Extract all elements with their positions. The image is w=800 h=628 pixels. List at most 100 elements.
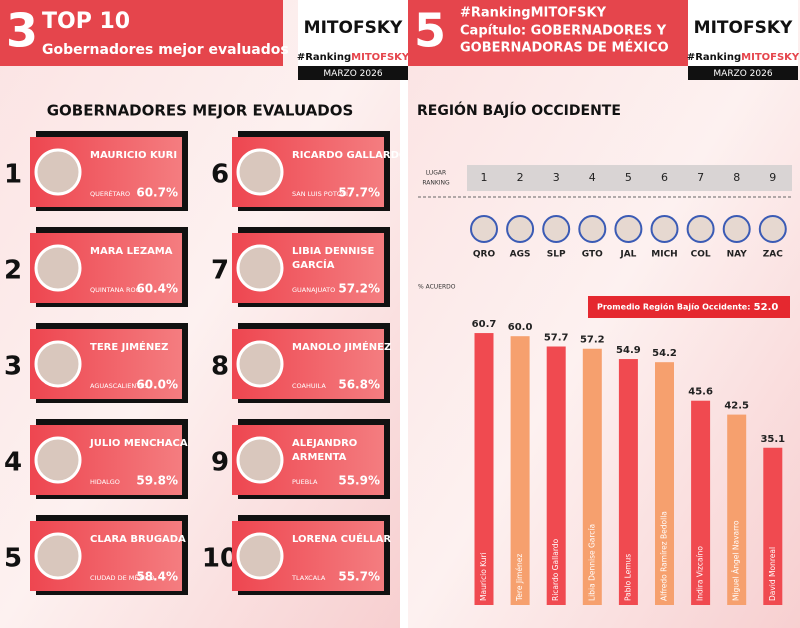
header-line: Capítulo: GOBERNADORES Y xyxy=(460,24,667,39)
bar-category: Indira Vizcaíno xyxy=(696,546,705,601)
bar xyxy=(727,414,747,605)
bar-category: Libia Dennise García xyxy=(587,524,596,601)
photo xyxy=(542,215,571,243)
bar-category: Mauricio Kuri xyxy=(479,552,488,601)
governor-name: LORENA CUÉLLAR xyxy=(292,532,391,545)
logo-name: MITOFSKY xyxy=(694,18,793,38)
governor-name: CLARA BRUGADA xyxy=(90,534,186,545)
governor-score: 60.7% xyxy=(136,186,178,200)
section-heading: GOBERNADORES MEJOR EVALUADOS xyxy=(47,102,354,120)
photo xyxy=(34,532,82,580)
photo xyxy=(236,532,284,580)
value-label: 45.6 xyxy=(688,387,713,398)
hashtag-brand: MITOFSKY xyxy=(741,52,800,63)
bar xyxy=(618,359,638,605)
value-label: 57.2 xyxy=(580,335,605,346)
governor-name: ALEJANDRO xyxy=(292,438,357,449)
header-subtitle: Gobernadores mejor evaluados xyxy=(42,42,289,58)
governor-score: 55.7% xyxy=(338,570,380,584)
governor-name: MANOLO JIMÉNEZ xyxy=(292,340,391,353)
average-label: Promedio Región Bajío Occidente: xyxy=(597,302,750,312)
governor-name: TERE JIMÉNEZ xyxy=(90,340,168,353)
rank: 5 xyxy=(625,171,632,184)
photo xyxy=(758,215,787,243)
photo xyxy=(470,215,498,243)
governor-score: 60.0% xyxy=(136,378,178,392)
header-hashtag: #RankingMITOFSKY xyxy=(460,6,607,21)
rank-number: 1 xyxy=(4,160,22,190)
bar xyxy=(546,346,566,605)
photo xyxy=(34,340,82,388)
governor-score: 55.9% xyxy=(338,474,380,488)
state-code: ZAC xyxy=(763,250,783,260)
rank-number: 6 xyxy=(211,160,229,190)
bar-category: Pablo Lemus xyxy=(623,554,632,601)
rank: 1 xyxy=(481,171,488,184)
governor-state: AGUASCALIENTES xyxy=(90,382,148,390)
bar-category: David Monreal xyxy=(768,547,777,601)
rank: 4 xyxy=(589,171,596,184)
divider xyxy=(400,0,408,628)
header-band xyxy=(408,0,688,66)
state-code: MICH xyxy=(651,250,677,260)
photo xyxy=(578,215,607,243)
state-code: SLP xyxy=(547,250,566,260)
state-code: NAY xyxy=(727,250,748,260)
governor-name: GARCÍA xyxy=(292,258,335,271)
photo xyxy=(614,215,643,243)
rank-label: LUGAR xyxy=(426,170,446,177)
governor-state: COAHUILA xyxy=(292,382,326,390)
bar-category: Alfredo Ramírez Bedolla xyxy=(660,511,669,601)
governor-name: RICARDO GALLARDO xyxy=(292,150,407,161)
governor-score: 58.4% xyxy=(136,570,178,584)
rank: 8 xyxy=(733,171,740,184)
rank-number: 8 xyxy=(211,352,229,382)
rank-number: 7 xyxy=(211,256,229,286)
rank: 9 xyxy=(769,171,776,184)
header-number: 5 xyxy=(414,4,446,58)
logo-date-bar xyxy=(298,66,408,80)
ranking-band xyxy=(467,165,792,191)
photo xyxy=(650,215,679,243)
governor-state: CIUDAD DE MÉXICO xyxy=(90,573,155,582)
state-code: AGS xyxy=(510,250,531,260)
rank: 2 xyxy=(517,171,524,184)
governor-state: SAN LUIS POTOSÍ xyxy=(292,189,348,198)
bar-category: Tere Jiménez xyxy=(515,554,524,602)
logo-date-bar xyxy=(688,66,798,80)
governor-name: LIBIA DENNISE xyxy=(292,246,374,257)
photo xyxy=(236,244,284,292)
rank-number: 2 xyxy=(4,256,22,286)
state-code: COL xyxy=(691,250,711,260)
photo xyxy=(686,215,715,243)
photo xyxy=(236,340,284,388)
governor-state: GUANAJUATO xyxy=(292,286,335,294)
rank-number: 3 xyxy=(4,352,22,382)
rank: 3 xyxy=(553,171,560,184)
value-label: 60.7 xyxy=(472,319,497,330)
section-heading: REGIÓN BAJÍO OCCIDENTE xyxy=(417,101,621,119)
photo xyxy=(34,436,82,484)
bar xyxy=(510,336,530,605)
rank-number: 4 xyxy=(4,448,22,478)
hashtag-prefix: #Ranking xyxy=(687,52,741,63)
rank-number: 9 xyxy=(211,448,229,478)
governor-score: 57.7% xyxy=(338,186,380,200)
value-label: 54.2 xyxy=(652,348,677,359)
header-number: 3 xyxy=(6,4,38,58)
rank: 7 xyxy=(697,171,704,184)
bar-category: Miguel Ángel Navarro xyxy=(732,520,741,601)
governor-state: TLAXCALA xyxy=(291,574,326,582)
average-box xyxy=(588,296,790,318)
logo-date: MARZO 2026 xyxy=(713,69,772,79)
logo-hashtag: #RankingMITOFSKY xyxy=(297,52,410,63)
hashtag-prefix: #Ranking xyxy=(297,52,351,63)
logo-hashtag: #RankingMITOFSKY xyxy=(687,52,800,63)
header-line: GOBERNADORAS DE MÉXICO xyxy=(460,40,669,56)
governor-score: 56.8% xyxy=(338,378,380,392)
photo xyxy=(506,215,535,243)
governor-score: 59.8% xyxy=(136,474,178,488)
governor-name: MARA LEZAMA xyxy=(90,246,173,257)
governor-name: MAURICIO KURI xyxy=(90,150,177,161)
